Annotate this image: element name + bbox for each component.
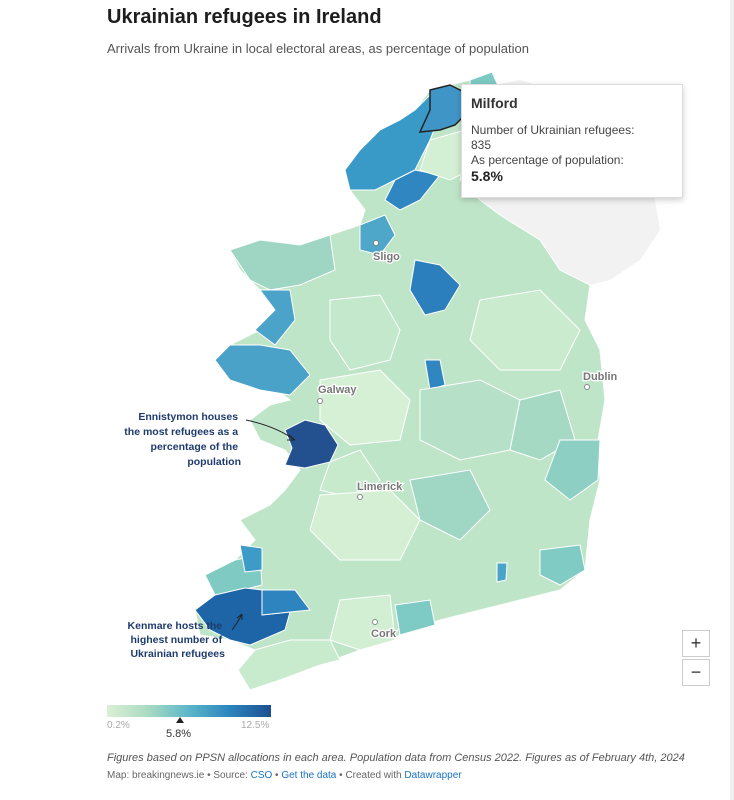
annotation-arrow-kenmare	[236, 613, 243, 620]
created-with-label: Created with	[345, 770, 402, 781]
page-subtitle: Arrivals from Ukraine in local electoral…	[107, 41, 529, 56]
source-label: Source:	[213, 770, 248, 781]
city-label-cork: Cork	[371, 628, 397, 640]
map-source: Map: breakingnews.ie	[107, 770, 205, 781]
tooltip-pct-label: As percentage of population:	[471, 153, 624, 167]
separator: •	[207, 770, 214, 781]
city-marker-sligo	[373, 240, 379, 246]
city-marker-cork	[372, 619, 378, 625]
region-cork-east[interactable]	[394, 599, 436, 636]
region-wexford-town[interactable]	[496, 562, 508, 583]
city-marker-galway	[317, 398, 323, 404]
region-wicklow[interactable]	[544, 439, 601, 501]
region-longford[interactable]	[424, 359, 446, 391]
region-midlands[interactable]	[419, 379, 521, 461]
zoom-in-button[interactable]: +	[682, 630, 710, 657]
region-meath[interactable]	[469, 289, 581, 371]
datawrapper-link[interactable]: Datawrapper	[404, 770, 462, 781]
region-cork-west[interactable]	[237, 639, 341, 691]
region-roscommon[interactable]	[329, 294, 401, 371]
footer-notes: Figures based on PPSN allocations in eac…	[107, 752, 685, 764]
region-kerry-mid[interactable]	[239, 544, 263, 573]
tooltip-count-value: 835	[471, 138, 492, 152]
legend-color-scale	[107, 705, 271, 717]
tooltip-pct-value: 5.8%	[471, 168, 503, 184]
annotation-ennistymon-line-4: population	[187, 456, 241, 468]
region-sligo[interactable]	[359, 214, 396, 256]
region-tipperary[interactable]	[409, 469, 491, 541]
city-marker-limerick	[357, 494, 363, 500]
annotation-ennistymon: Ennistymon houses the most refugees as a…	[124, 411, 241, 468]
annotation-kenmare-line-2: highest number of	[130, 634, 222, 646]
city-label-limerick: Limerick	[357, 481, 403, 493]
region-galway-east[interactable]	[319, 369, 411, 446]
region-wexford[interactable]	[539, 544, 586, 586]
annotation-kenmare: Kenmare hosts the highest number of Ukra…	[128, 620, 226, 660]
annotation-ennistymon-line-1: Ennistymon houses	[138, 411, 238, 423]
region-milford[interactable]	[418, 84, 471, 133]
region-donegal-east[interactable]	[419, 129, 471, 181]
city-label-galway: Galway	[318, 384, 357, 396]
annotation-arrow-ennistymon	[287, 434, 296, 441]
separator: •	[275, 770, 282, 781]
city-marker-dublin	[584, 384, 590, 390]
annotation-line-kenmare	[231, 613, 243, 631]
annotation-ennistymon-line-3: percentage of the	[151, 441, 239, 453]
scrollbar[interactable]	[730, 0, 734, 800]
region-donegal-south[interactable]	[384, 169, 441, 211]
region-cork-city[interactable]	[329, 594, 396, 651]
city-label-sligo: Sligo	[373, 251, 400, 263]
region-connemara[interactable]	[214, 344, 311, 396]
region-killarney[interactable]	[261, 589, 311, 616]
legend-min-label: 0.2%	[107, 720, 130, 731]
get-data-link[interactable]: Get the data	[281, 770, 337, 781]
city-label-dublin: Dublin	[583, 371, 617, 383]
page-title: Ukrainian refugees in Ireland	[107, 6, 382, 28]
legend-max-label: 12.5%	[241, 720, 270, 731]
separator: •	[339, 770, 346, 781]
region-leitrim[interactable]	[409, 259, 461, 316]
annotation-kenmare-line-1: Kenmare hosts the	[128, 620, 223, 632]
annotation-kenmare-line-3: Ukrainian refugees	[130, 648, 225, 660]
region-mayo-west[interactable]	[254, 289, 296, 346]
region-clare-east[interactable]	[319, 449, 381, 501]
annotation-ennistymon-line-2: the most refugees as a	[124, 426, 238, 438]
region-limerick[interactable]	[309, 489, 421, 561]
region-tooltip: Milford Number of Ukrainian refugees: 83…	[461, 84, 683, 198]
tooltip-area-name: Milford	[471, 95, 518, 111]
zoom-out-button[interactable]: −	[682, 659, 710, 686]
tooltip-count-label: Number of Ukrainian refugees:	[471, 123, 635, 137]
region-mayo-north[interactable]	[229, 234, 336, 291]
legend-marker-value: 5.8%	[166, 728, 192, 740]
source-link[interactable]: CSO	[250, 770, 273, 781]
footer-credits: Map: breakingnews.ie • Source: CSO • Get…	[107, 770, 462, 781]
legend-marker-icon	[176, 717, 184, 723]
ireland-map: Ennistymon houses the most refugees as a…	[124, 71, 660, 691]
